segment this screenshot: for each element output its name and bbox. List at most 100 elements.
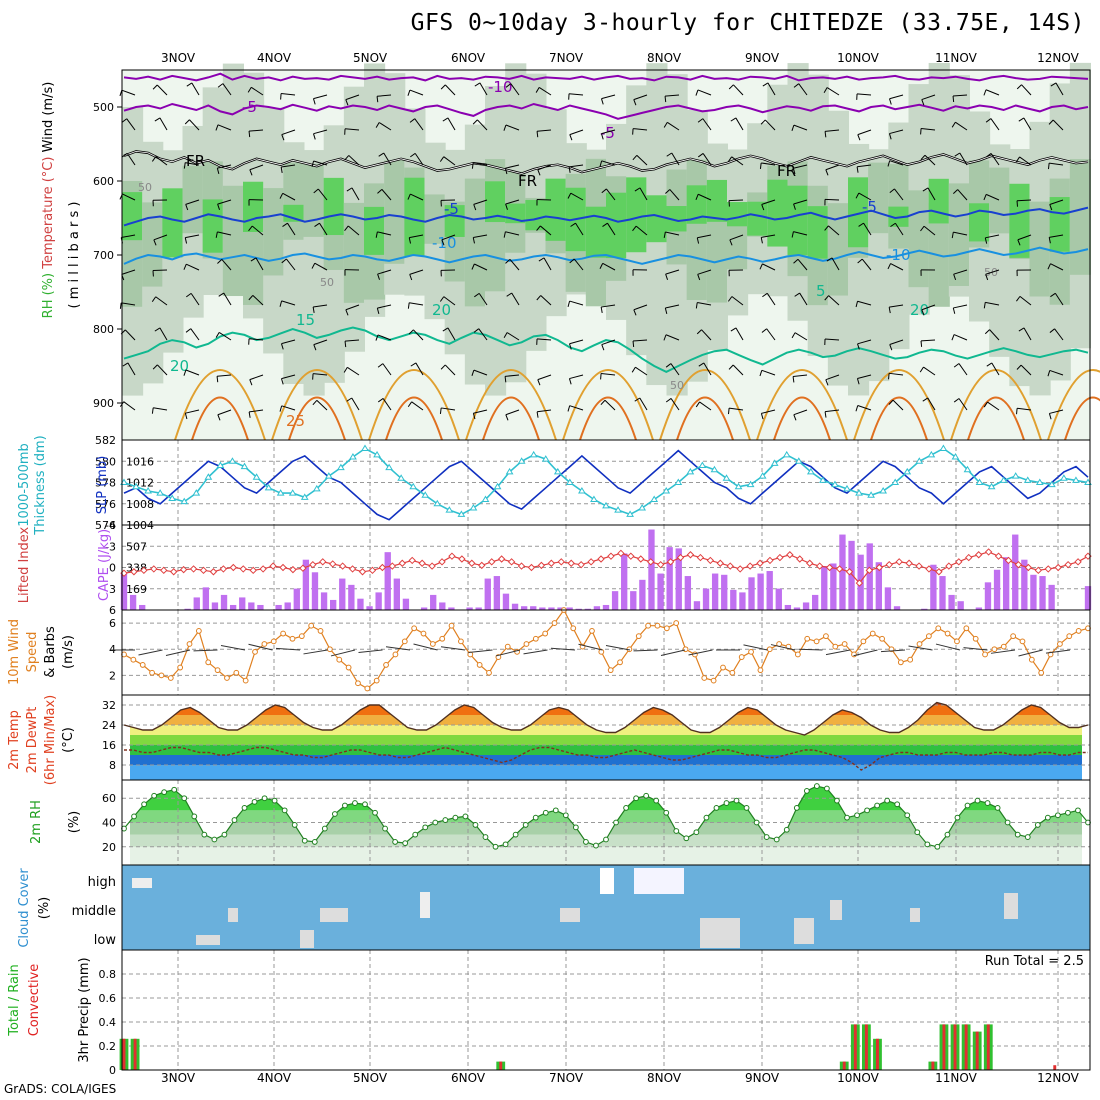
wind-barb <box>857 129 872 136</box>
wind-barb-flag <box>184 237 188 244</box>
wind-barb-10m <box>578 643 603 651</box>
thickness-marker <box>770 459 779 466</box>
thickness-marker <box>650 495 659 502</box>
precip-conv-bar <box>942 1024 946 1070</box>
series-line-right <box>123 449 1089 521</box>
wind-barb-flag <box>344 341 347 348</box>
li-marker <box>398 559 406 567</box>
precip-ylabel-total: Total / Rain <box>7 964 22 1037</box>
rh-mask <box>122 780 1090 847</box>
cape-bar <box>1002 557 1010 610</box>
li-marker <box>736 565 744 573</box>
wind-barb <box>223 292 232 306</box>
li-marker <box>328 560 337 568</box>
wind-barb <box>156 84 168 96</box>
wind-barb <box>185 162 200 166</box>
wind-barb <box>857 374 872 379</box>
thickness-marker <box>758 472 767 479</box>
wind-barb-flag <box>474 292 480 298</box>
temp-band <box>130 745 1082 755</box>
wind-barb-flag <box>1050 82 1057 87</box>
wind-speed-marker <box>673 620 680 626</box>
rh-shade-90 <box>928 178 950 224</box>
wind-barb <box>953 269 968 275</box>
wind-barb <box>473 369 488 376</box>
thickness-marker <box>674 478 683 485</box>
wind-speed-marker <box>935 625 942 632</box>
rh-marker <box>643 792 650 799</box>
wind-barb <box>697 89 712 96</box>
wind-barb-flag <box>503 332 508 338</box>
cape-bar <box>957 601 964 610</box>
wind-barb-flag <box>184 119 190 125</box>
cloud-level-label: high <box>88 875 116 890</box>
thickness-marker <box>698 461 707 468</box>
wind-speed-marker <box>851 651 857 658</box>
thickness-marker <box>843 484 851 492</box>
wind-barb <box>444 84 456 96</box>
wind-speed-marker <box>1066 633 1073 640</box>
wind-speed-marker <box>972 635 979 642</box>
rh-marker <box>141 801 147 808</box>
rh-marker <box>151 792 158 799</box>
wind-barb-flag <box>311 263 316 269</box>
thickness-marker <box>1011 472 1020 479</box>
li-marker <box>676 553 685 562</box>
wind-barb <box>377 269 392 275</box>
upper-air-ylabel-part: RH (%) <box>41 273 56 318</box>
rh-shade-90 <box>606 192 628 259</box>
li-marker <box>537 561 546 570</box>
ytick-label: 578 <box>95 477 116 490</box>
wind-speed-marker <box>195 628 202 634</box>
rh-shade-70 <box>182 165 204 234</box>
wind-barb <box>857 93 872 96</box>
cape-bar <box>866 543 873 610</box>
wind-barb <box>953 94 968 97</box>
wind-barb <box>889 94 904 100</box>
rh-marker <box>864 807 870 814</box>
li-marker <box>547 559 556 567</box>
wind-barb-flag <box>536 225 541 231</box>
thickness-marker <box>481 495 490 502</box>
precip-conv-bar <box>864 1024 868 1070</box>
wind-barb-10m <box>413 643 438 651</box>
wind-barb <box>767 82 776 96</box>
thickness-marker <box>855 489 863 496</box>
wind-barb-flag <box>505 203 508 210</box>
precip-conv-bar <box>133 1038 137 1070</box>
wind-barb-flag <box>954 152 961 157</box>
wind-speed-marker <box>476 662 483 668</box>
thickness-marker <box>903 467 912 475</box>
wind-barb-10m <box>523 649 548 655</box>
cape-bar <box>884 587 892 610</box>
wind-barb-flag <box>506 292 512 297</box>
li-marker <box>656 560 665 569</box>
cape-bar <box>511 603 519 610</box>
rh-marker <box>703 814 710 821</box>
thickness-marker <box>529 450 538 458</box>
rh-marker <box>452 814 459 821</box>
rh-shade-90 <box>1049 197 1071 252</box>
wind-speed-marker <box>991 646 998 653</box>
wind-barb-flag <box>215 124 219 131</box>
cloud-patch <box>910 908 920 922</box>
wind-barb-flag <box>825 169 829 176</box>
wind-barb <box>537 338 552 341</box>
wind-barb <box>351 397 360 411</box>
wind-barb <box>382 398 392 411</box>
wind-barb <box>1052 119 1064 131</box>
li-marker <box>309 560 317 569</box>
thickness-marker <box>867 491 875 498</box>
li-marker <box>358 568 367 576</box>
wind-barb <box>1023 117 1032 131</box>
wind-barb <box>1023 327 1032 341</box>
rh-marker <box>663 809 670 816</box>
cloud-patch <box>132 878 152 888</box>
wind-barb-flag <box>377 273 380 280</box>
wind-speed-marker <box>261 641 268 647</box>
wind-barb-flag <box>376 96 379 103</box>
wind-barb <box>155 156 168 166</box>
li-marker <box>338 562 347 570</box>
wind-speed-marker <box>551 620 558 626</box>
precip-conv-bar <box>499 1061 503 1070</box>
